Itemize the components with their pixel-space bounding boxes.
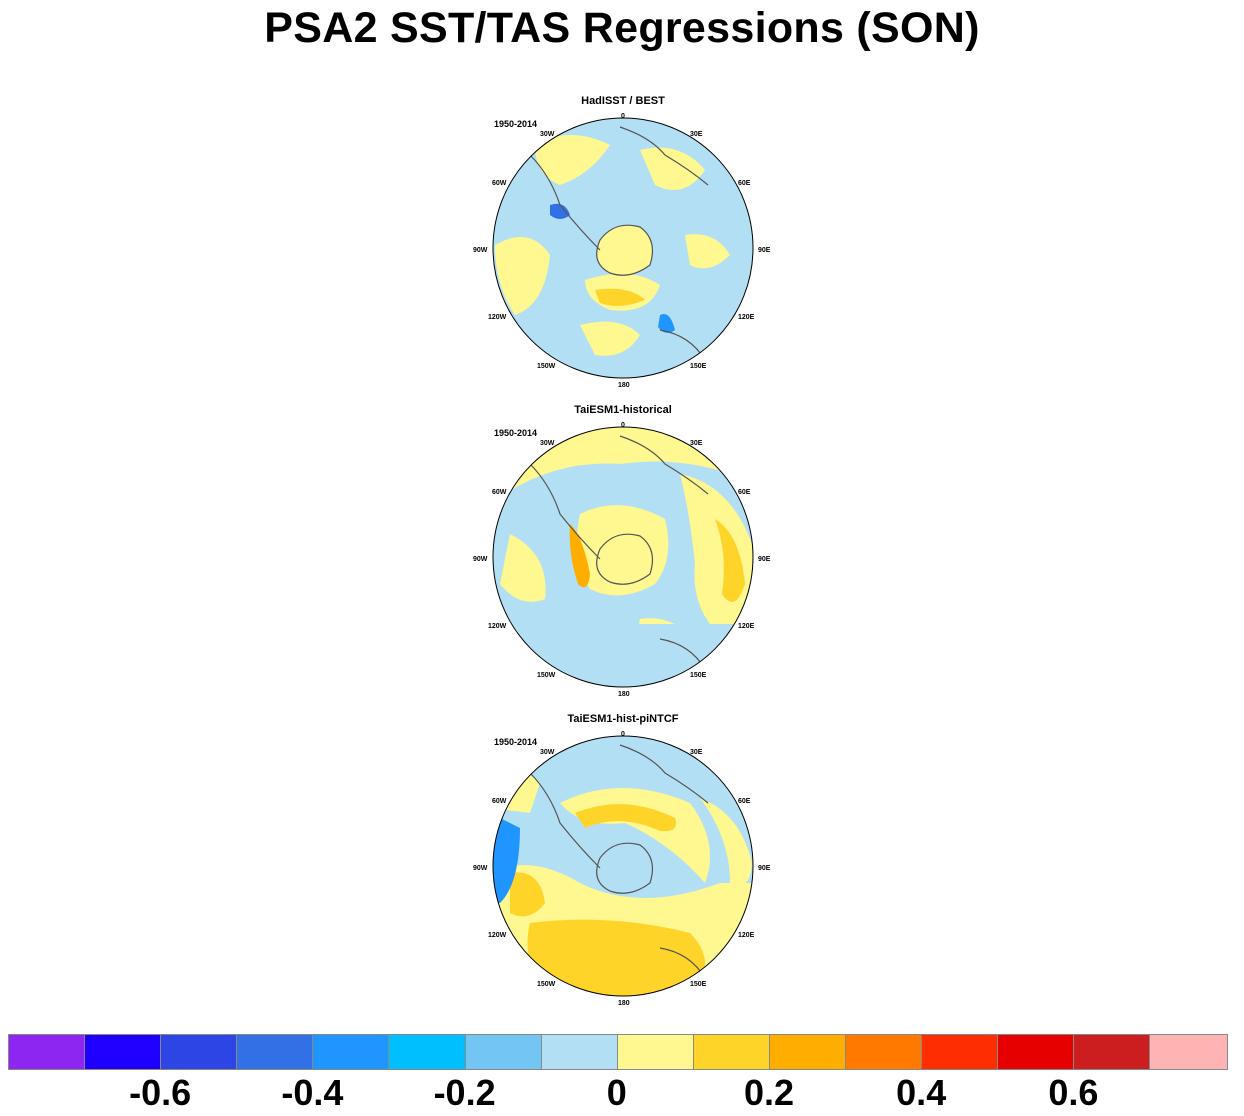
panel-title: TaiESM1-historical [574, 404, 672, 416]
period-label: 1950-2014 [494, 428, 538, 438]
colorbar-box [922, 1035, 999, 1069]
lon-label-60e: 60E [738, 489, 751, 496]
lon-label-120e: 120E [738, 623, 755, 630]
lon-label-30e: 30E [690, 440, 703, 447]
lon-label-150w: 150W [537, 981, 556, 988]
map-panel-taiesm1-historical: TaiESM1-historical 1950-2014 0 30E 60E 9… [470, 404, 776, 704]
lon-label-60e: 60E [738, 180, 751, 187]
colorbar-box [161, 1035, 238, 1069]
lon-label-90w: 90W [473, 247, 488, 254]
lon-label-150w: 150W [537, 363, 556, 370]
polar-map [492, 426, 754, 688]
lon-label-120w: 120W [488, 314, 507, 321]
colorbar-box [998, 1035, 1075, 1069]
colorbar-tick-label: 0 [606, 1072, 627, 1113]
lon-label-30e: 30E [690, 131, 703, 138]
figure-title: PSA2 SST/TAS Regressions (SON) [264, 4, 980, 52]
colorbar-box [85, 1035, 162, 1069]
colorbar-box [693, 1035, 770, 1069]
colorbar-box [389, 1035, 466, 1069]
lon-label-150e: 150E [690, 981, 707, 988]
panel-title: TaiESM1-hist-piNTCF [567, 713, 679, 725]
lon-label-180: 180 [618, 1000, 630, 1007]
lon-label-30w: 30W [540, 440, 555, 447]
lon-label-60w: 60W [492, 180, 507, 187]
colorbar-box [9, 1035, 86, 1069]
panel-title: HadISST / BEST [581, 95, 665, 107]
lon-label-30e: 30E [690, 749, 703, 756]
lon-label-90w: 90W [473, 865, 488, 872]
colorbar-box [541, 1035, 618, 1069]
lon-label-180: 180 [618, 382, 630, 389]
lon-label-30w: 30W [540, 131, 555, 138]
lon-label-90e: 90E [758, 556, 771, 563]
colorbar [8, 1034, 1228, 1070]
colorbar-box [313, 1035, 390, 1069]
lon-label-120e: 120E [738, 932, 755, 939]
lon-label-30w: 30W [540, 749, 555, 756]
colorbar-box [465, 1035, 542, 1069]
colorbar-tick-label: -0.6 [129, 1072, 192, 1113]
lon-label-90e: 90E [758, 247, 771, 254]
polar-map [492, 117, 754, 379]
map-panel-taiesm1-hist-pintcf: TaiESM1-hist-piNTCF 1950-2014 0 30E 60E … [470, 713, 776, 1013]
period-label: 1950-2014 [494, 119, 538, 129]
lon-label-90e: 90E [758, 865, 771, 872]
lon-label-120e: 120E [738, 314, 755, 321]
colorbar-box [1074, 1035, 1151, 1069]
colorbar-box [617, 1035, 694, 1069]
lon-label-90w: 90W [473, 556, 488, 563]
colorbar-box [1150, 1035, 1227, 1069]
lon-label-60e: 60E [738, 798, 751, 805]
polar-map [492, 735, 754, 997]
period-label: 1950-2014 [494, 737, 538, 747]
lon-label-0: 0 [621, 113, 625, 120]
lon-label-0: 0 [621, 731, 625, 738]
colorbar-tick-label: -0.2 [433, 1072, 496, 1113]
lon-label-120w: 120W [488, 932, 507, 939]
lon-label-180: 180 [618, 691, 630, 698]
colorbar-tick-label: 0.2 [743, 1072, 795, 1113]
lon-label-60w: 60W [492, 489, 507, 496]
lon-label-120w: 120W [488, 623, 507, 630]
lon-label-150e: 150E [690, 363, 707, 370]
colorbar-tick-label: 0.6 [1048, 1072, 1099, 1113]
colorbar-box [846, 1035, 923, 1069]
lon-label-0: 0 [621, 422, 625, 429]
colorbar-box [769, 1035, 847, 1069]
colorbar-box [237, 1035, 314, 1069]
colorbar-tick-label: 0.4 [896, 1072, 947, 1113]
lon-label-150e: 150E [690, 672, 707, 679]
lon-label-150w: 150W [537, 672, 556, 679]
map-panel-hadisst: HadISST / BEST 1950-2014 0 30E 60E 90E 1… [470, 95, 776, 395]
colorbar-tick-label: -0.4 [281, 1072, 344, 1113]
lon-label-60w: 60W [492, 798, 507, 805]
